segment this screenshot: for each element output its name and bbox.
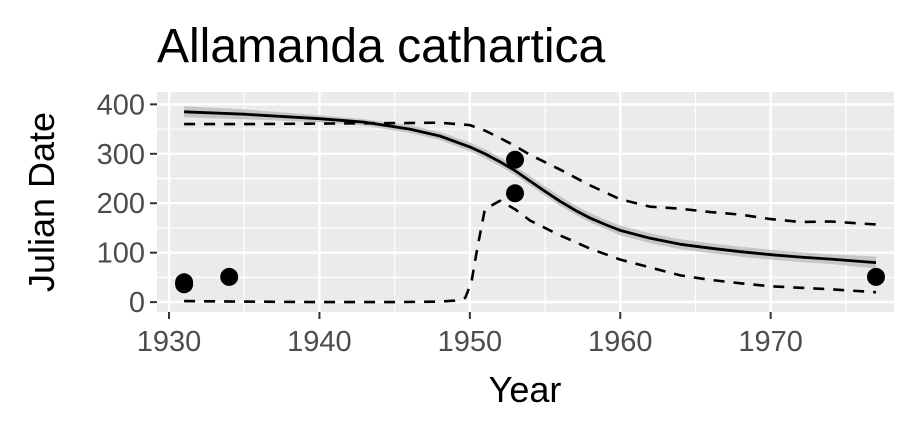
x-tick-label: 1950 <box>438 326 503 358</box>
y-tick-label: 300 <box>97 139 145 171</box>
upper-bound-dashed-line <box>184 121 877 226</box>
lower-bound-dashed-line <box>184 199 877 304</box>
y-axis-title: Julian Date <box>21 112 62 292</box>
x-axis-title: Year <box>489 369 562 410</box>
data-point <box>506 150 524 169</box>
chart-title: Allamanda cathartica <box>157 20 606 73</box>
data-point <box>175 273 194 292</box>
data-point <box>867 267 885 286</box>
data-point <box>220 267 239 286</box>
axis-ticks: 1930 1940 1950 1960 1970 0 100 200 300 400 <box>97 89 803 358</box>
y-tick-label: 400 <box>97 89 145 121</box>
x-tick-label: 1970 <box>738 326 803 358</box>
series-lines <box>184 110 877 304</box>
x-tick-label: 1930 <box>137 326 202 358</box>
x-tick-label: 1960 <box>588 326 653 358</box>
major-gridlines <box>157 92 894 312</box>
y-tick-label: 200 <box>97 188 145 220</box>
x-tick-label: 1940 <box>287 326 352 358</box>
data-point <box>506 184 524 203</box>
fit-line <box>184 110 877 264</box>
y-tick-label: 100 <box>97 238 145 270</box>
data-points <box>175 150 885 294</box>
y-tick-label: 0 <box>129 287 145 319</box>
